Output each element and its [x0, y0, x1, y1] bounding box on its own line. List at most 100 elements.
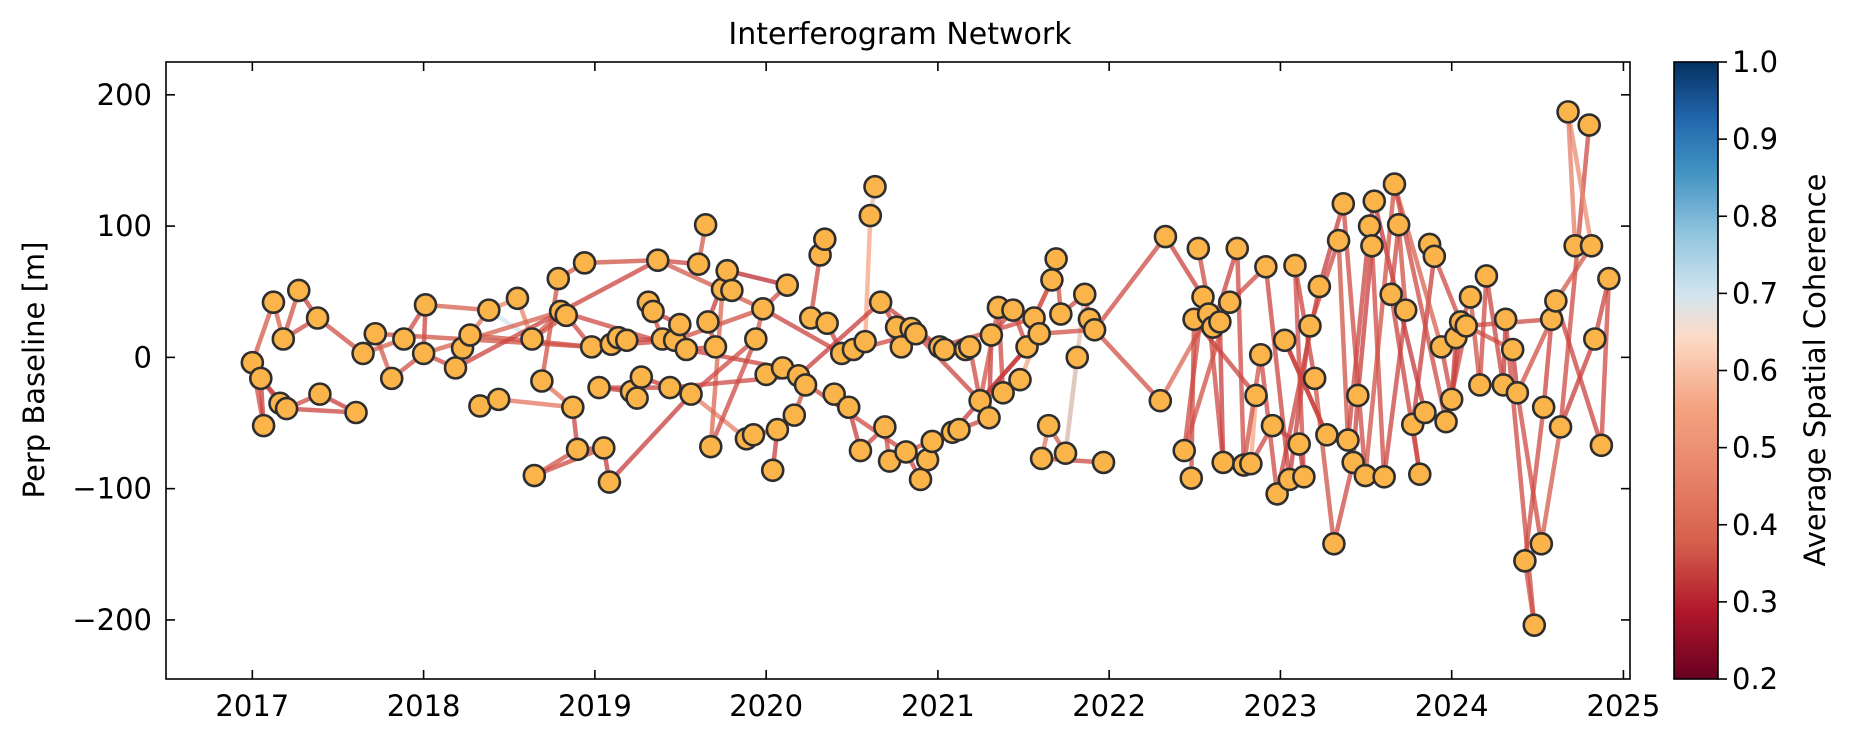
acquisition-point — [1522, 613, 1547, 637]
y-tick-label: −100 — [72, 472, 152, 506]
colorbar-tick-label: 1.0 — [1732, 45, 1778, 79]
interferogram-edge — [1241, 352, 1263, 468]
acquisition-point — [894, 440, 918, 464]
colorbar-tick-label: 0.7 — [1732, 276, 1778, 310]
interferogram-edge — [1341, 201, 1368, 478]
interferogram-edge — [708, 286, 725, 449]
acquisition-point — [868, 290, 893, 315]
acquisition-point — [351, 341, 375, 366]
acquisition-point — [1556, 100, 1580, 124]
acquisition-point — [645, 248, 670, 273]
interferogram-edge — [1312, 376, 1337, 547]
interferogram-edge — [1515, 317, 1554, 396]
interferogram-edge — [496, 397, 576, 410]
x-tick-label: 2023 — [1244, 689, 1318, 723]
acquisition-point — [1049, 302, 1073, 326]
acquisition-point — [1579, 233, 1604, 258]
acquisition-point — [261, 290, 286, 315]
interferogram-edge — [708, 336, 759, 449]
acquisition-point — [1239, 451, 1263, 476]
acquisition-point — [413, 293, 438, 317]
acquisition-point — [274, 396, 299, 421]
acquisition-point — [1248, 342, 1273, 367]
interferogram-edge — [1565, 109, 1578, 249]
acquisition-point — [696, 310, 720, 334]
interferogram-edge — [655, 257, 766, 312]
interferogram-edge — [1522, 405, 1546, 564]
acquisition-point — [1407, 462, 1432, 487]
acquisition-point — [873, 415, 897, 439]
acquisition-point — [744, 327, 768, 351]
acquisition-point — [679, 382, 703, 406]
acquisition-point — [1298, 314, 1322, 338]
acquisition-point — [522, 463, 547, 488]
acquisition-point — [1326, 228, 1351, 253]
acquisition-point — [1008, 367, 1032, 392]
y-tick-label: −200 — [72, 603, 152, 637]
acquisition-point — [587, 375, 611, 400]
acquisition-point — [1315, 423, 1339, 447]
acquisition-point — [836, 395, 861, 420]
interferogram-edge — [539, 276, 561, 384]
acquisition-point — [1254, 254, 1278, 279]
acquisition-point — [546, 266, 571, 291]
acquisition-point — [853, 329, 877, 354]
acquisition-point — [505, 286, 530, 311]
acquisition-point — [1260, 413, 1285, 438]
acquisition-point — [305, 306, 330, 330]
acquisition-point — [1322, 531, 1346, 556]
interferogram-edge — [607, 391, 694, 485]
acquisition-point — [1082, 318, 1107, 342]
interferogram-edge — [1355, 243, 1375, 398]
y-axis-ticks: 200 100 0 −100 −200 — [72, 78, 1630, 637]
acquisition-point — [411, 341, 436, 366]
y-axis-label: Perp Baseline [m] — [17, 242, 51, 499]
acquisition-point — [565, 437, 590, 462]
acquisition-point — [947, 417, 971, 442]
acquisition-point — [703, 335, 728, 359]
acquisition-point — [1091, 450, 1116, 475]
acquisition-point — [765, 417, 790, 442]
x-tick-label: 2020 — [729, 689, 803, 723]
y-tick-label: 100 — [97, 209, 152, 243]
acquisition-point — [1065, 345, 1090, 370]
acquisition-point — [1244, 383, 1268, 408]
interferogram-edge — [1515, 390, 1544, 547]
acquisition-point — [720, 278, 744, 303]
acquisition-point — [1225, 236, 1250, 261]
acquisition-nodes — [240, 100, 1621, 637]
interferogram-edge — [532, 445, 607, 478]
acquisition-point — [715, 258, 740, 283]
acquisition-point — [1283, 253, 1307, 278]
interferogram-edge — [1410, 254, 1437, 427]
acquisition-point — [1548, 415, 1573, 439]
acquisition-point — [520, 327, 544, 351]
acquisition-point — [1505, 381, 1530, 405]
acquisition-point — [1208, 310, 1232, 334]
acquisition-point — [1027, 321, 1052, 346]
interferogram-edge — [1565, 109, 1594, 249]
acquisition-point — [1577, 113, 1601, 137]
acquisition-point — [1362, 189, 1387, 213]
acquisition-point — [344, 400, 368, 425]
chart-title: Interferogram Network — [728, 17, 1072, 52]
interferogram-edge — [1092, 327, 1163, 403]
acquisition-point — [693, 212, 718, 237]
acquisition-point — [1044, 247, 1068, 271]
interferogram-edge — [1477, 273, 1489, 388]
interferogram-edge — [1553, 298, 1604, 448]
acquisition-point — [625, 386, 649, 410]
interferogram-edge — [1539, 424, 1563, 547]
acquisition-point — [782, 403, 807, 427]
acquisition-point — [668, 312, 692, 337]
y-tick-label: 200 — [97, 78, 152, 112]
acquisition-point — [392, 327, 416, 351]
acquisition-point — [1001, 298, 1025, 322]
acquisition-point — [248, 366, 273, 391]
acquisition-point — [858, 203, 883, 228]
colorbar-tick-label: 0.5 — [1732, 431, 1778, 465]
acquisition-point — [889, 335, 914, 359]
acquisition-point — [561, 395, 585, 420]
acquisition-point — [1357, 214, 1382, 238]
acquisition-point — [597, 470, 622, 494]
